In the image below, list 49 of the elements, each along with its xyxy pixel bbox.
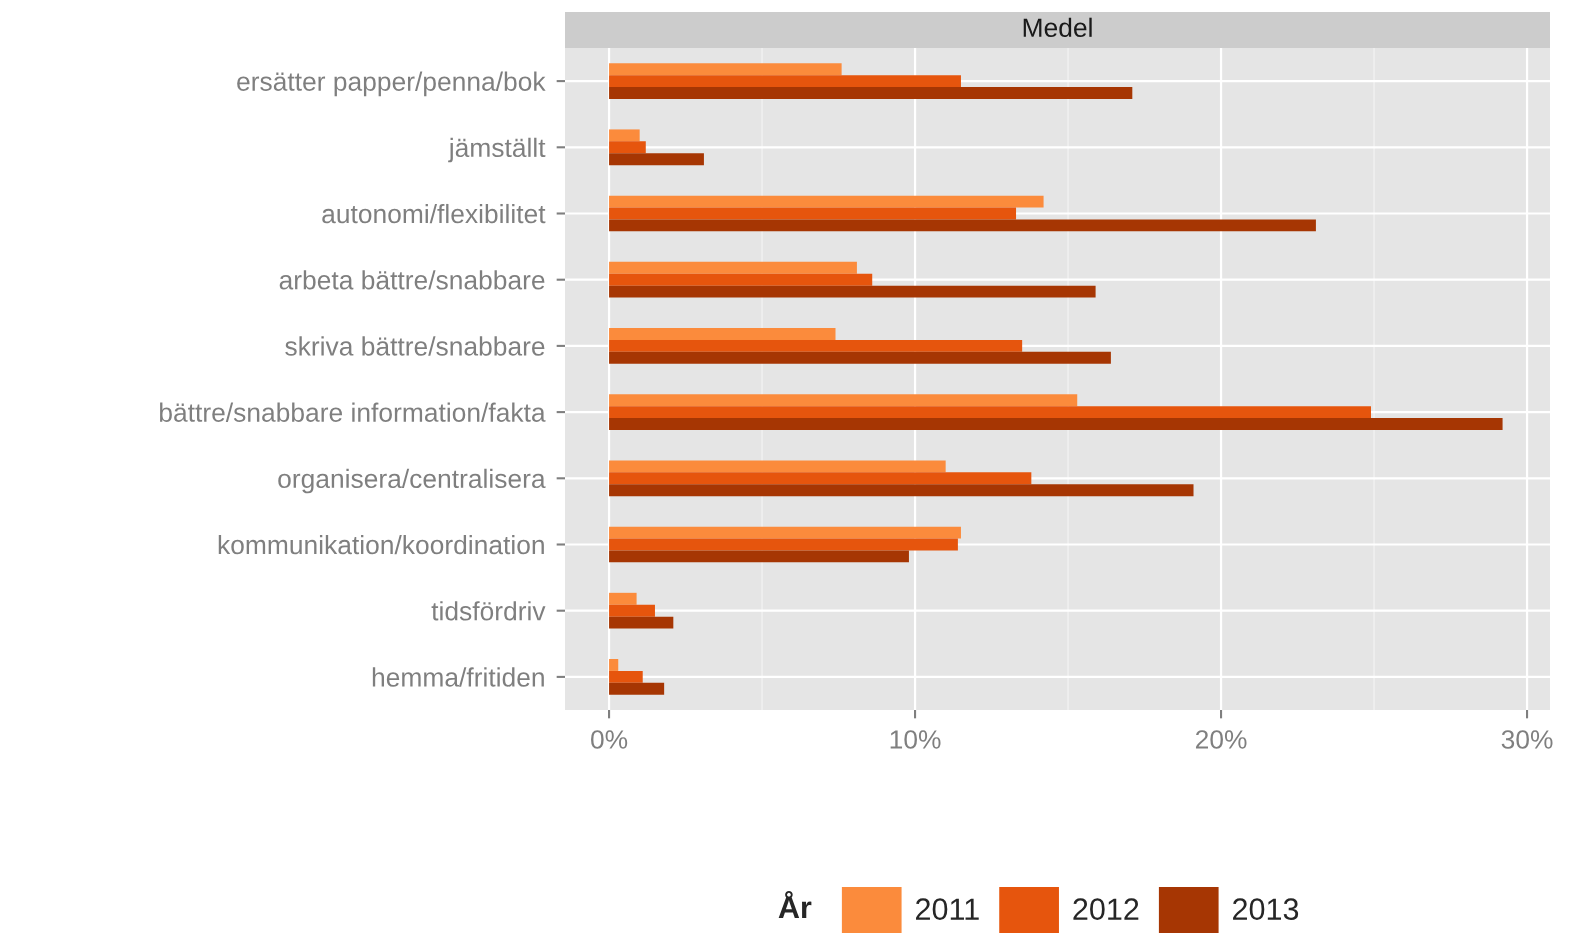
legend-label: 2011 xyxy=(916,898,979,920)
bar xyxy=(609,285,1096,298)
bar xyxy=(609,394,1078,407)
bar xyxy=(609,418,1503,430)
bar xyxy=(609,141,646,154)
y-tick-label: organisera/centralisera xyxy=(278,468,546,494)
bar xyxy=(609,219,1316,232)
y-tick-label: arbeta bättre/snabbare xyxy=(279,270,545,290)
bar xyxy=(609,538,958,551)
bar xyxy=(609,261,857,274)
legend-label: 2012 xyxy=(1073,898,1139,920)
bar xyxy=(609,328,836,340)
y-tick-label: ersätter papper/penna/bok xyxy=(237,71,546,97)
bar xyxy=(609,351,1111,364)
y-tick-label: skriva bättre/snabbare xyxy=(285,336,545,356)
y-tick-label: hemma/fritiden xyxy=(372,667,544,687)
bar xyxy=(609,63,842,76)
x-tick-label: 0% xyxy=(591,730,628,749)
bar xyxy=(609,616,674,629)
bar xyxy=(609,129,640,142)
y-tick-label: jämställt xyxy=(448,137,546,163)
y-tick-label: autonomi/flexibilitet xyxy=(322,203,546,224)
bar xyxy=(609,406,1371,419)
bar xyxy=(609,207,1017,220)
bar xyxy=(609,604,655,617)
bar xyxy=(609,472,1032,485)
bar xyxy=(609,659,619,671)
y-tick-label: bättre/snabbare information/fakta xyxy=(160,402,546,422)
bar xyxy=(609,682,665,695)
bar xyxy=(609,526,961,539)
x-tick-label: 20% xyxy=(1195,730,1247,749)
chart-title: Medel xyxy=(1023,17,1092,38)
bar xyxy=(609,550,909,563)
bar xyxy=(609,153,704,166)
x-tick-label: 10% xyxy=(890,730,941,749)
bar xyxy=(609,75,961,88)
bar xyxy=(609,273,873,286)
bar xyxy=(609,484,1194,497)
y-tick-label: kommunikation/koordination xyxy=(218,534,544,555)
bar xyxy=(609,339,1023,352)
bar xyxy=(609,592,637,605)
x-tick-label: 30% xyxy=(1501,730,1553,749)
legend-title: År xyxy=(778,890,812,918)
legend-label: 2013 xyxy=(1233,898,1299,920)
bar xyxy=(609,195,1044,208)
bar xyxy=(609,670,643,683)
y-tick-label: tidsfördriv xyxy=(431,601,546,621)
bar xyxy=(609,460,946,473)
bar xyxy=(609,87,1133,99)
